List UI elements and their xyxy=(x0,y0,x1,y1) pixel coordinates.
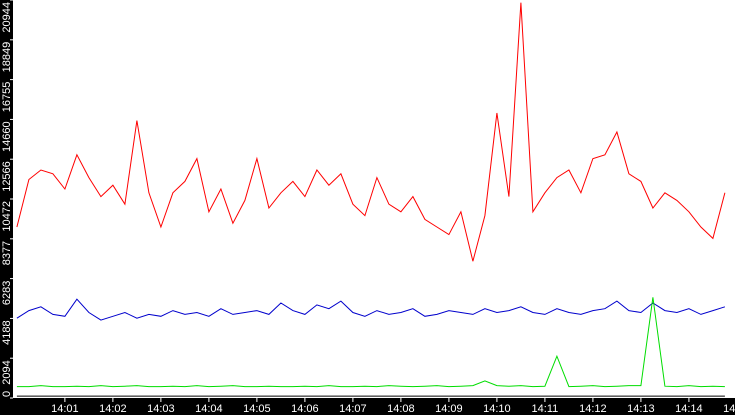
y-tick-label: 0 xyxy=(1,391,13,397)
y-tick-label: 12566 xyxy=(1,161,13,192)
y-tick-label: 6283 xyxy=(1,281,13,305)
x-tick-label: 14:07 xyxy=(339,403,367,415)
x-tick-label: 14:06 xyxy=(291,403,319,415)
x-tick-label: 14:15 xyxy=(723,403,735,415)
x-tick-label: 14:04 xyxy=(195,403,223,415)
x-tick-label: 14:10 xyxy=(483,403,511,415)
series-line xyxy=(16,2,726,262)
y-tick-label: 8377 xyxy=(1,241,13,265)
x-tick-label: 14:09 xyxy=(435,403,463,415)
y-tick-label: 20944 xyxy=(1,2,13,33)
y-tick-label: 16755 xyxy=(1,82,13,113)
x-tick-label: 14:08 xyxy=(387,403,415,415)
x-tick-label: 14:03 xyxy=(147,403,175,415)
x-tick-label: 14:13 xyxy=(627,403,655,415)
y-tick-label: 14660 xyxy=(1,121,13,152)
y-tick-label: 2094 xyxy=(1,360,13,384)
y-tick-label: 18849 xyxy=(1,42,13,73)
y-axis-strip xyxy=(0,0,13,415)
y-tick-label: 10472 xyxy=(1,201,13,232)
series-line xyxy=(16,298,726,321)
y-tick-label: 4188 xyxy=(1,320,13,344)
x-tick-label: 14:11 xyxy=(532,403,559,415)
x-tick-label: 14:01 xyxy=(51,403,79,415)
x-tick-label: 14:02 xyxy=(99,403,127,415)
x-axis-strip xyxy=(0,398,735,415)
x-tick-label: 14:05 xyxy=(243,403,271,415)
x-tick-label: 14:14 xyxy=(675,403,703,415)
x-tick-label: 14:12 xyxy=(579,403,607,415)
series-line xyxy=(16,297,725,388)
